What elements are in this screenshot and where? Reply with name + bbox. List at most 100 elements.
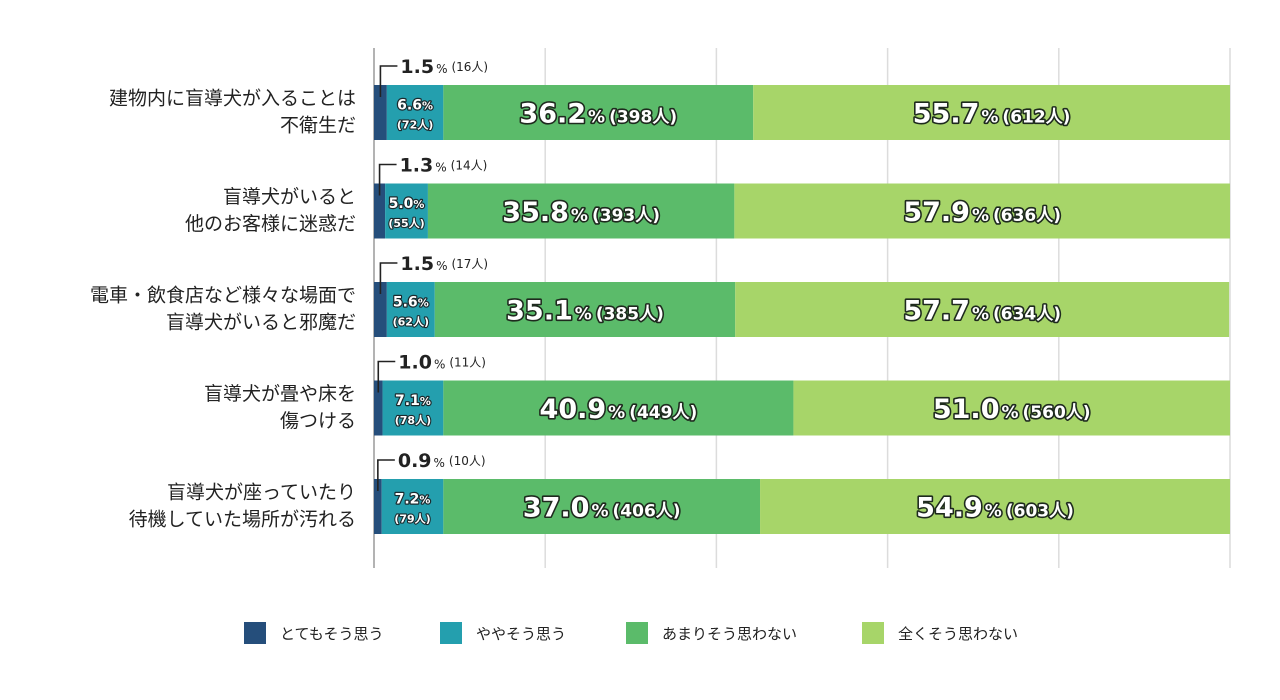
data-label-value: 6.6 [397, 98, 422, 114]
data-label-count: (10人) [449, 454, 486, 468]
data-label-unit: % [575, 305, 592, 325]
data-label-unit: % [422, 100, 433, 113]
legend-item-very-agree: とてもそう思う [244, 622, 384, 644]
data-label-count: (636人) [993, 206, 1061, 226]
data-label-count: (16人) [451, 60, 488, 74]
data-label-unit: % [1001, 403, 1018, 423]
data-label-value: 1.5 [400, 56, 434, 78]
legend-label: 全くそう思わない [898, 624, 1019, 643]
data-label: 36.2% (398人) [519, 99, 677, 130]
category-label-line: 待機していた場所が汚れる [129, 509, 356, 531]
bar-segment [386, 282, 435, 337]
legend-swatch [862, 622, 884, 644]
data-label-unit: % [435, 161, 446, 175]
bar-segment [443, 380, 794, 436]
legend-swatch [440, 622, 462, 644]
data-label: 57.9% (636人) [903, 197, 1061, 228]
bar-segment [427, 183, 735, 239]
data-label: 5.6% [393, 295, 429, 311]
callout-line [378, 163, 397, 196]
data-label-count: (11人) [449, 356, 486, 370]
data-label: 0.9% (10人) [398, 450, 486, 472]
data-label-count: (603人) [1006, 502, 1074, 522]
data-label: 1.5% (16人) [400, 56, 488, 78]
category-label: 盲導犬がいると他のお客様に迷惑だ [185, 186, 356, 235]
data-label: 7.1% [395, 393, 431, 409]
data-label-value: 1.5 [400, 253, 434, 275]
bar-segment [753, 85, 1230, 140]
data-label-value: 1.3 [400, 155, 434, 177]
data-label: 1.5% (17人) [400, 253, 488, 275]
data-label: 55.7% (612人) [913, 99, 1071, 130]
category-label: 盲導犬が座っていたり待機していた場所が汚れる [129, 482, 356, 531]
data-label-count: (393人) [592, 206, 660, 226]
data-label-count: (385人) [596, 305, 664, 325]
data-label-unit: % [591, 502, 608, 522]
data-label-count: (79人) [394, 512, 430, 526]
data-label-unit: % [972, 206, 989, 226]
bar-segment [374, 85, 387, 140]
data-label: 54.9% (603人) [916, 493, 1074, 524]
data-label-value: 36.2 [519, 99, 586, 130]
category-label-line: 電車・飲食店など様々な場面で [90, 285, 356, 307]
legend-label: とてもそう思う [280, 624, 384, 643]
data-label-unit: % [419, 494, 430, 507]
data-label: 1.0% (11人) [398, 352, 486, 374]
data-label-count: (398人) [609, 108, 677, 128]
data-label-value: 1.0 [398, 352, 432, 374]
data-label: 57.7% (634人) [903, 296, 1061, 327]
bar-segment [443, 479, 761, 534]
stacked-bar-chart: 建物内に盲導犬が入ることは不衛生だ 1.5% (16人) 6.6% (72人) 36.2%… [90, 48, 1231, 568]
data-label-value: 5.0 [389, 196, 414, 212]
data-label-value: 5.6 [393, 295, 418, 311]
data-label: 5.0% [389, 196, 425, 212]
data-label: 37.0% (406人) [523, 493, 681, 524]
bar-segment [374, 479, 382, 534]
category-label: 盲導犬が畳や床を傷つける [204, 383, 356, 432]
data-label-value: 40.9 [540, 394, 607, 425]
bar-segment [760, 479, 1230, 534]
callout-line [377, 360, 396, 393]
data-label-count: (449人) [629, 403, 697, 423]
category-label-line: 盲導犬がいると邪魔だ [166, 312, 356, 334]
legend: とてもそう思う ややそう思う あまりそう思わない 全くそう思わない [0, 622, 1280, 646]
labels-layer: 建物内に盲導犬が入ることは不衛生だ 1.5% (16人) 6.6% (72人) 36.2%… [90, 56, 1092, 531]
data-label-count: (406人) [613, 502, 681, 522]
category-label-line: 盲導犬がいると [223, 186, 356, 208]
bar-segment [735, 282, 1230, 337]
data-label-value: 51.0 [933, 394, 1000, 425]
data-label-count: (78人) [395, 413, 431, 427]
data-label-value: 54.9 [916, 493, 983, 524]
data-label-unit: % [418, 297, 429, 310]
callout-line [379, 262, 398, 294]
data-label-unit: % [985, 502, 1002, 522]
bar-segment [793, 380, 1230, 436]
legend-item-not-really-agree: あまりそう思わない [626, 622, 797, 644]
bar-segment [386, 85, 444, 140]
data-label-value: 55.7 [913, 99, 980, 130]
bar-segment [374, 183, 386, 239]
category-label: 電車・飲食店など様々な場面で盲導犬がいると邪魔だ [90, 285, 356, 334]
data-label: 7.2% [395, 492, 431, 508]
data-label-unit: % [571, 206, 588, 226]
data-label-unit: % [588, 108, 605, 128]
category-label-line: 盲導犬が畳や床を [204, 383, 356, 405]
data-label: 6.6% [397, 98, 433, 114]
data-label: 40.9% (449人) [540, 394, 698, 425]
data-label-count: (612人) [1002, 108, 1070, 128]
data-label-count: (62人) [393, 315, 429, 329]
category-label-line: 他のお客様に迷惑だ [185, 213, 356, 235]
category-label-line: 不衛生だ [280, 115, 356, 137]
data-label-value: 57.9 [903, 197, 970, 228]
data-label-value: 57.7 [903, 296, 970, 327]
category-label-line: 盲導犬が座っていたり [167, 482, 356, 504]
bar-segment [443, 85, 754, 140]
data-label-value: 35.1 [506, 296, 573, 327]
data-label-count: (72人) [397, 118, 433, 132]
data-label-count: (14人) [451, 159, 488, 173]
data-label-unit: % [972, 305, 989, 325]
data-label: 51.0% (560人) [933, 394, 1091, 425]
data-label-unit: % [436, 259, 447, 273]
data-label-unit: % [420, 395, 431, 408]
data-label: 35.1% (385人) [506, 296, 664, 327]
